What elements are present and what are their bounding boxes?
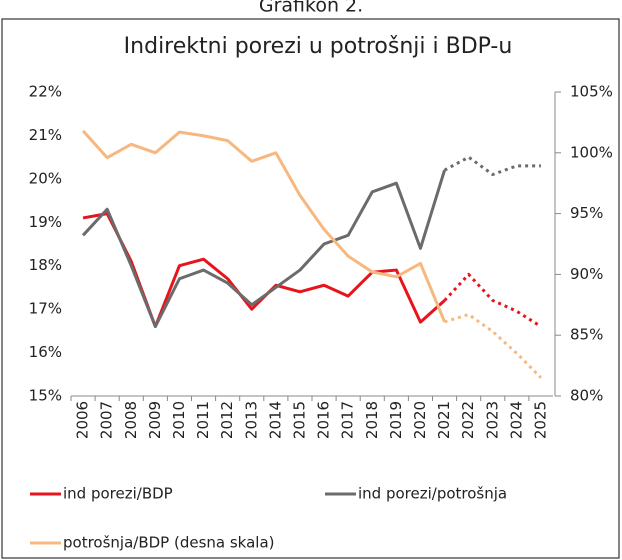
x-tick-label: 2008 [122, 401, 140, 439]
x-tick-label: 2011 [194, 401, 212, 439]
y-tick-label: 16% [29, 343, 62, 361]
legend-label: potrošnja/BDP (desna skala) [63, 534, 275, 552]
y-tick-label: 20% [29, 169, 62, 187]
series-line [81, 129, 446, 323]
y2-tick-label: 95% [570, 204, 603, 222]
projection-line [444, 313, 543, 379]
x-tick-label: 2019 [387, 401, 405, 439]
y-tick-label: 17% [29, 300, 62, 318]
y-tick-label: 22% [29, 83, 62, 101]
x-tick-label: 2018 [363, 401, 381, 439]
x-tick-label: 2007 [98, 401, 116, 439]
x-tick-label: 2006 [74, 401, 92, 439]
y-tick-label: 19% [29, 213, 62, 231]
x-tick-label: 2009 [146, 401, 164, 439]
x-tick-label: 2016 [315, 401, 333, 439]
x-tick-label: 2010 [170, 401, 188, 439]
x-tick-label: 2024 [507, 401, 525, 439]
y2-tick-label: 100% [570, 143, 613, 161]
series-line [81, 169, 446, 329]
x-tick-label: 2022 [459, 401, 477, 439]
projection-line [443, 272, 542, 328]
legend-label: ind porezi/BDP [63, 485, 173, 503]
y-tick-label: 15% [29, 387, 62, 405]
x-tick-label: 2015 [290, 401, 308, 439]
y2-tick-label: 90% [570, 265, 603, 283]
x-tick-label: 2013 [242, 401, 260, 439]
y2-tick-label: 105% [570, 83, 613, 101]
x-tick-label: 2023 [483, 401, 501, 439]
x-tick-label: 2020 [411, 401, 429, 439]
projection-line [443, 155, 541, 177]
y2-tick-label: 80% [570, 387, 603, 405]
x-tick-label: 2014 [266, 401, 284, 439]
chart-heading: Grafikon 2. [259, 0, 363, 17]
x-tick-label: 2017 [339, 401, 357, 439]
y2-tick-label: 85% [570, 326, 603, 344]
chart-title: Indirektni porezi u potrošnji i BDP-u [124, 34, 513, 59]
y-tick-label: 18% [29, 256, 62, 274]
x-tick-label: 2021 [435, 401, 453, 439]
legend-label: ind porezi/potrošnja [358, 485, 507, 503]
x-tick-label: 2025 [531, 401, 549, 439]
x-tick-label: 2012 [218, 401, 236, 439]
y-tick-label: 21% [29, 126, 62, 144]
